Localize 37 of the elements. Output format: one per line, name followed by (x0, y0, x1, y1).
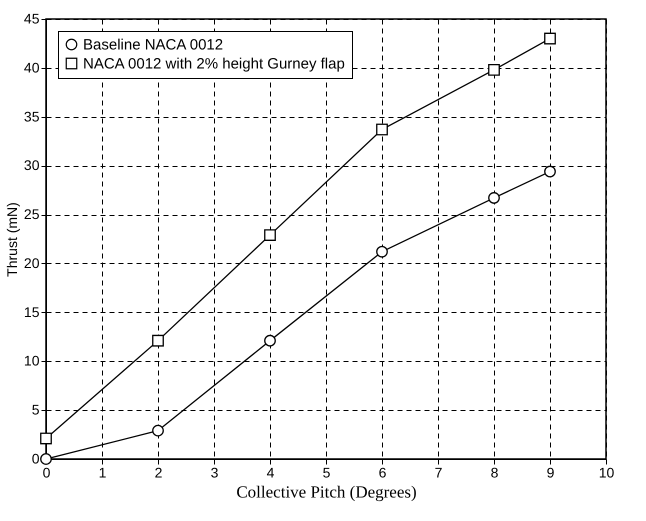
x-axis-title: Collective Pitch (Degrees) (236, 482, 417, 502)
point (376, 124, 388, 136)
y-tick-label: 15 (24, 304, 40, 320)
y-tick-label: 25 (24, 206, 40, 222)
point (40, 432, 52, 444)
legend-label: NACA 0012 with 2% height Gurney flap (83, 56, 345, 72)
x-tick-label: 6 (378, 464, 387, 480)
y-axis-title: Thrust (mN) (4, 202, 20, 277)
x-tick-label: 2 (154, 464, 163, 480)
x-tick-label: 8 (490, 464, 499, 480)
y-tick-label: 20 (24, 254, 40, 271)
y-tick-label: 35 (24, 108, 40, 124)
x-tick-label: 0 (42, 464, 51, 480)
y-tick-label: 10 (24, 352, 40, 369)
x-tick-label: 9 (546, 464, 555, 480)
x-tick-label: 4 (266, 464, 275, 480)
point (376, 246, 388, 258)
point (40, 453, 52, 465)
legend-label: Baseline NACA 0012 (83, 36, 224, 54)
x-tick-label: 1 (98, 464, 107, 480)
point (152, 424, 164, 437)
point (264, 229, 276, 241)
y-tick-label: 5 (32, 402, 40, 418)
y-tick-label: 40 (24, 59, 40, 76)
y-tick-label: 30 (24, 157, 40, 174)
point (488, 192, 500, 204)
y-tick-label: 45 (24, 10, 40, 26)
point (544, 32, 556, 44)
point (152, 334, 164, 347)
x-tick-label: 3 (210, 464, 219, 480)
point (488, 64, 500, 76)
point (544, 166, 556, 178)
y-tick-label: 0 (32, 450, 40, 466)
point (264, 334, 276, 347)
x-tick-label: 10 (598, 464, 614, 480)
x-tick-label: 7 (434, 464, 443, 480)
x-tick-label: 5 (322, 464, 331, 480)
